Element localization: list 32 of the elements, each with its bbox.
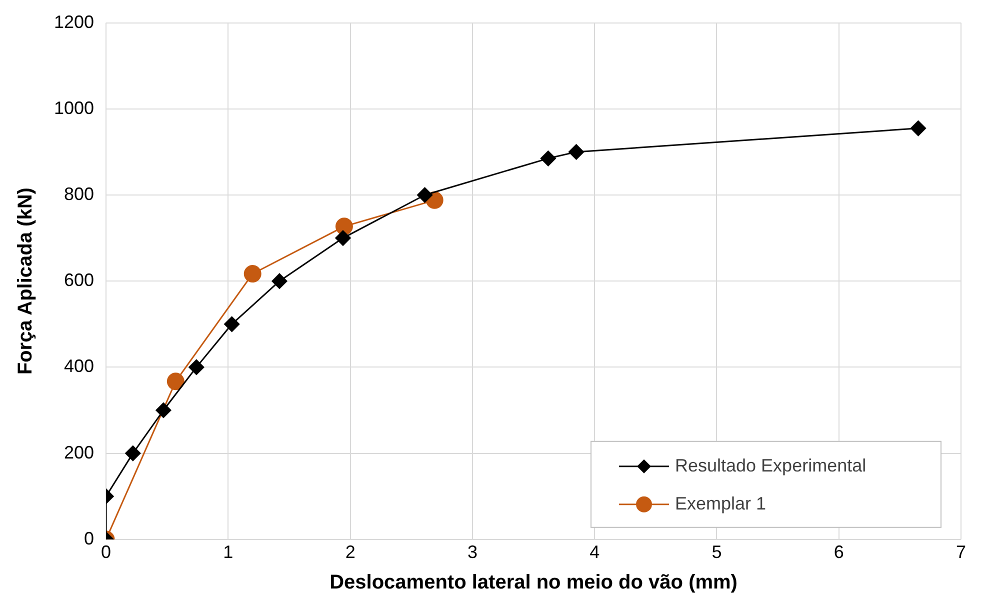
point xyxy=(125,446,141,462)
point xyxy=(335,230,351,246)
y-tick-label: 200 xyxy=(64,442,94,462)
point xyxy=(224,316,240,332)
y-tick-label: 1000 xyxy=(54,98,94,118)
x-tick-label: 7 xyxy=(956,542,966,562)
point xyxy=(540,150,556,166)
legend-label: Exemplar 1 xyxy=(675,493,766,514)
point xyxy=(335,218,353,236)
legend-label: Resultado Experimental xyxy=(675,455,866,476)
x-axis-title: Deslocamento lateral no meio do vão (mm) xyxy=(330,572,738,594)
y-tick-label: 400 xyxy=(64,356,94,376)
point xyxy=(166,372,184,390)
y-tick-label: 1200 xyxy=(54,12,94,32)
x-tick-label: 6 xyxy=(834,542,844,562)
point xyxy=(156,402,172,418)
y-axis-title: Força Aplicada (kN) xyxy=(14,188,37,375)
point xyxy=(910,120,926,136)
x-tick-label: 1 xyxy=(223,542,234,562)
point xyxy=(417,187,433,203)
y-tick-label: 800 xyxy=(64,184,94,204)
point xyxy=(568,144,584,160)
x-tick-label: 0 xyxy=(101,542,112,562)
point xyxy=(272,273,288,289)
x-tick-label: 3 xyxy=(467,542,478,562)
x-tick-label: 5 xyxy=(712,542,722,562)
y-tick-label: 0 xyxy=(84,528,94,548)
y-tick-label: 600 xyxy=(64,270,94,290)
point xyxy=(244,265,262,283)
point xyxy=(188,359,204,375)
x-tick-label: 2 xyxy=(345,542,356,562)
x-tick-label: 4 xyxy=(590,542,600,562)
